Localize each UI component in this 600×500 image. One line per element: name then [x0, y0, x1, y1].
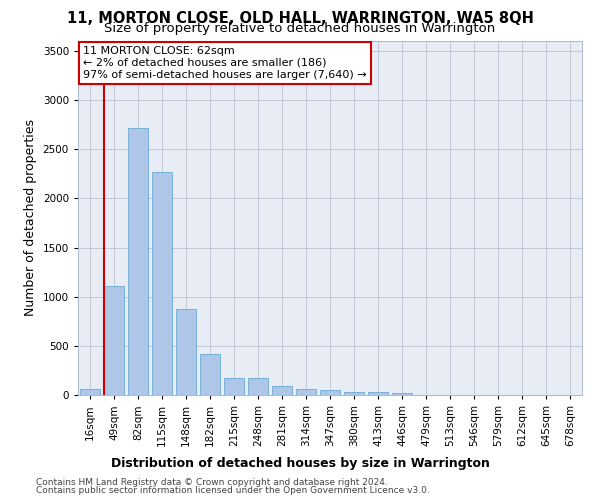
Bar [152, 172, 172, 395]
Bar [200, 354, 220, 395]
Text: Contains HM Land Registry data © Crown copyright and database right 2024.: Contains HM Land Registry data © Crown c… [36, 478, 388, 487]
Bar [368, 392, 388, 395]
Bar [344, 392, 364, 395]
Bar [80, 389, 100, 395]
Text: Contains public sector information licensed under the Open Government Licence v3: Contains public sector information licen… [36, 486, 430, 495]
Bar [104, 286, 124, 395]
Bar [296, 389, 316, 395]
Text: Distribution of detached houses by size in Warrington: Distribution of detached houses by size … [110, 458, 490, 470]
Y-axis label: Number of detached properties: Number of detached properties [24, 120, 37, 316]
Bar [224, 378, 244, 395]
Text: 11, MORTON CLOSE, OLD HALL, WARRINGTON, WA5 8QH: 11, MORTON CLOSE, OLD HALL, WARRINGTON, … [67, 11, 533, 26]
Bar [128, 128, 148, 395]
Bar [248, 378, 268, 395]
Bar [320, 390, 340, 395]
Bar [272, 386, 292, 395]
Bar [176, 310, 196, 395]
Bar [392, 392, 412, 395]
Text: 11 MORTON CLOSE: 62sqm
← 2% of detached houses are smaller (186)
97% of semi-det: 11 MORTON CLOSE: 62sqm ← 2% of detached … [83, 46, 367, 80]
Text: Size of property relative to detached houses in Warrington: Size of property relative to detached ho… [104, 22, 496, 35]
